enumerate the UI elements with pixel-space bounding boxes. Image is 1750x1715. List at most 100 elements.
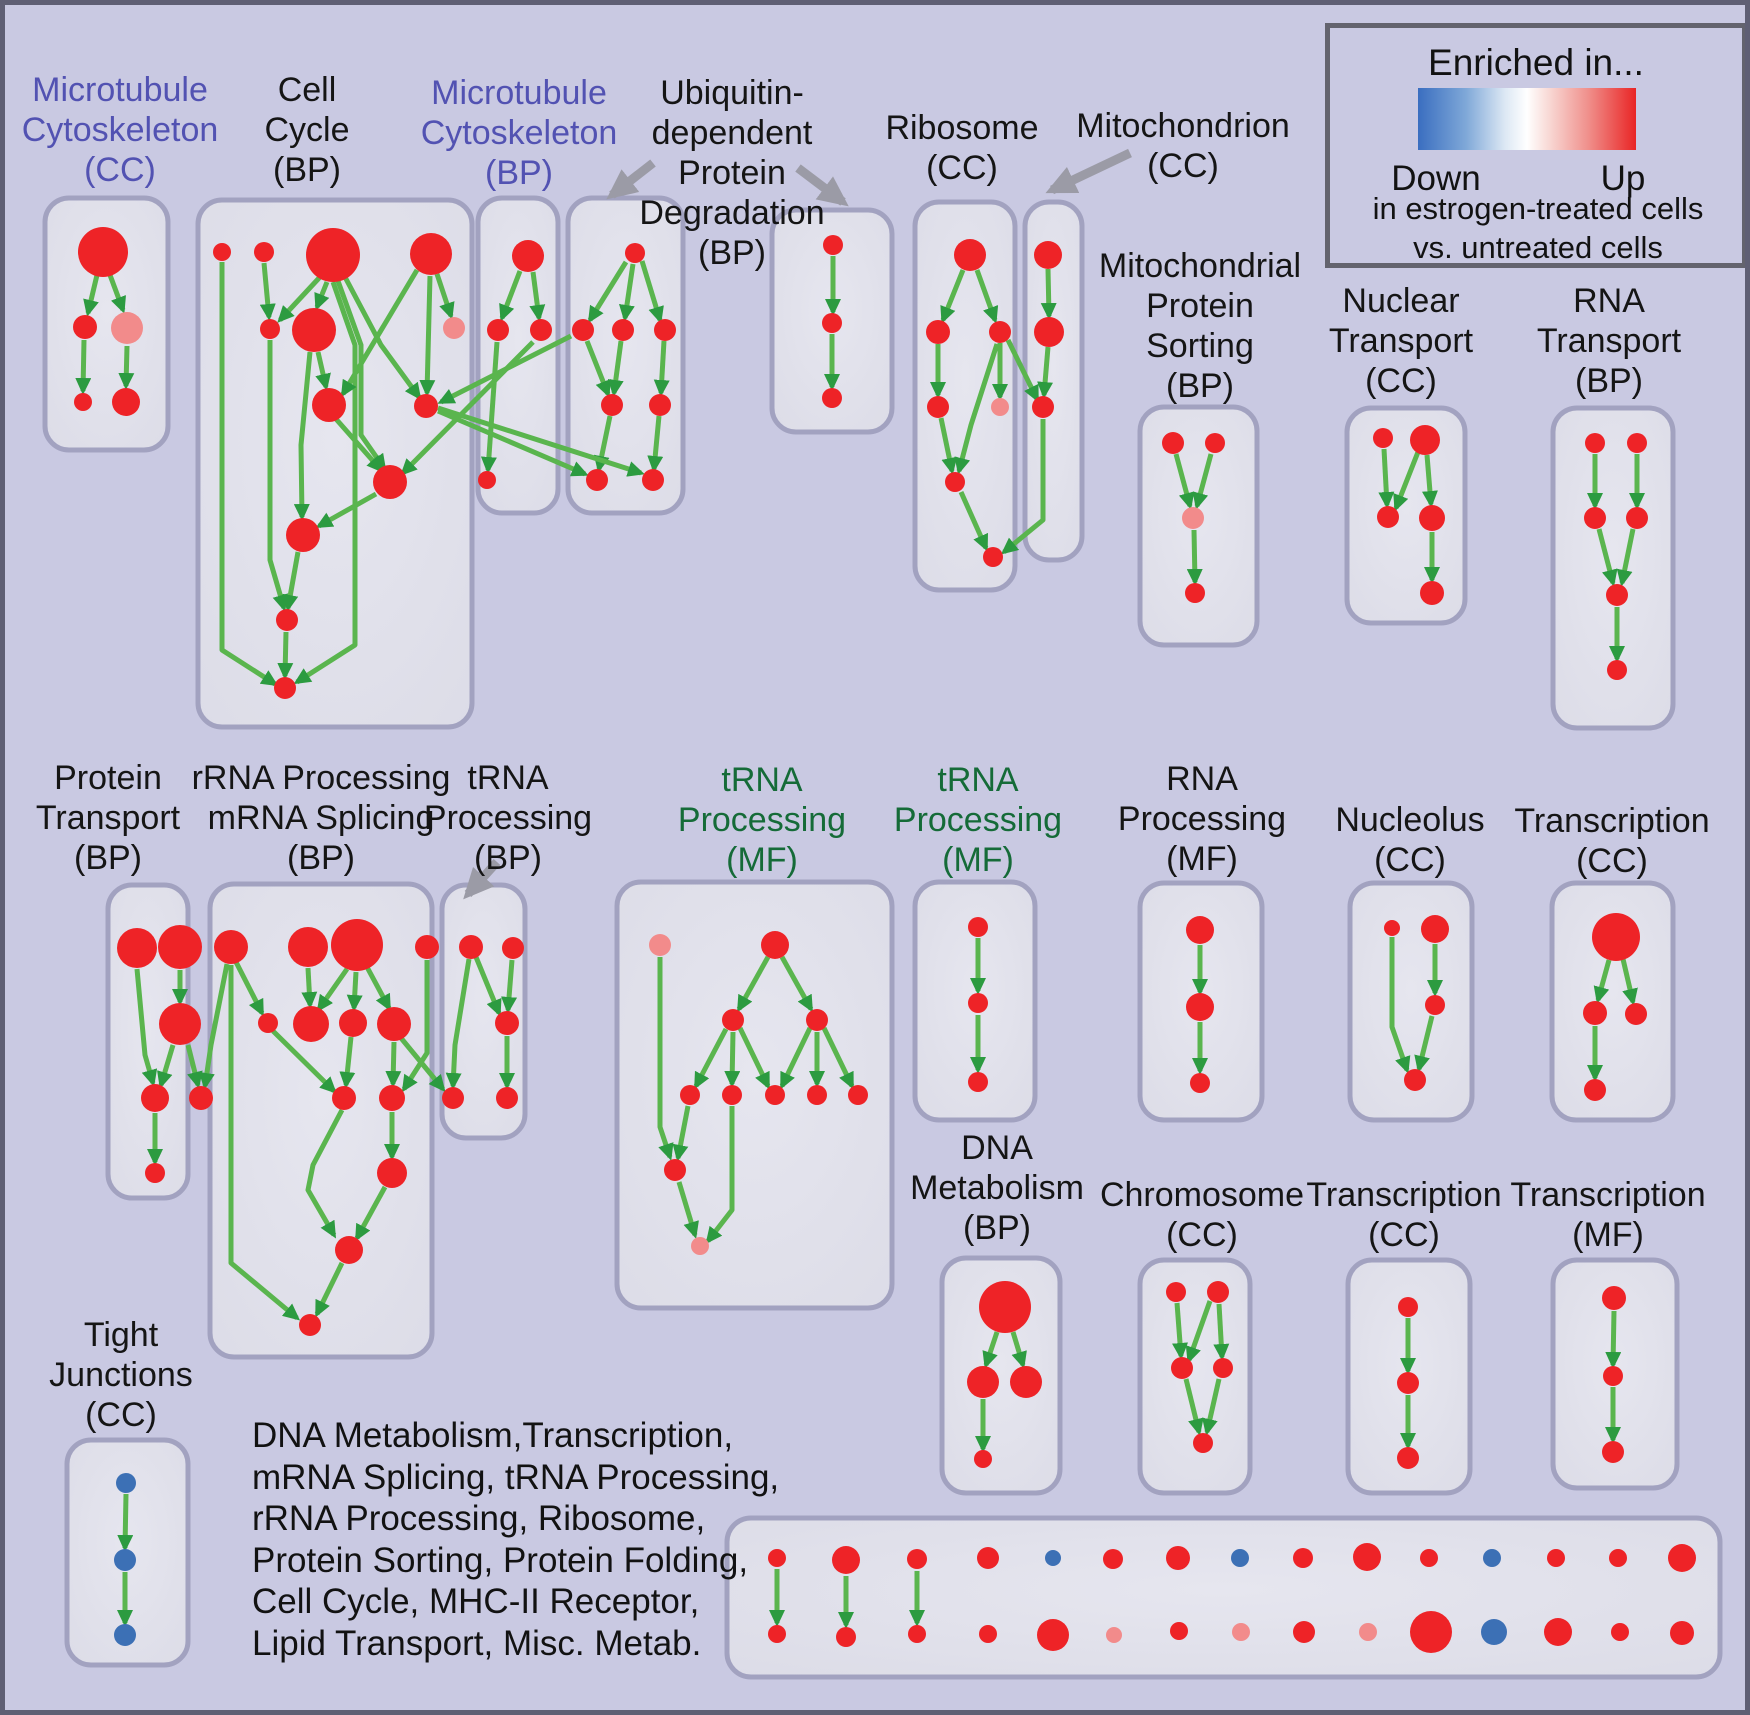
tight-junctions-cc-node-2 — [114, 1624, 136, 1646]
microtubule-cytoskeleton-cc-node-1 — [73, 315, 97, 339]
trna-processing-mf-large-node-7 — [807, 1085, 827, 1105]
nucleolus-cc-node-0 — [1384, 920, 1400, 936]
trna-processing-mf-large-edge-7 — [821, 1026, 855, 1090]
ribosome-cc-node-1 — [926, 320, 950, 344]
protein-transport-bp-edge-3 — [185, 1044, 203, 1089]
label-pointer-arrow-0 — [606, 159, 656, 200]
nucleolus-cc-node-3 — [1404, 1069, 1426, 1091]
trna-processing-mf-large-node-1 — [761, 931, 789, 959]
rrna-processing-mrna-splicing-bp-node-5 — [293, 1006, 329, 1042]
tight-junctions-cc-node-0 — [116, 1473, 136, 1493]
mitochondrial-protein-sorting-bp-node-3 — [1185, 583, 1205, 603]
dna-metabolism-bp-node-0 — [979, 1281, 1031, 1333]
mitochondrion-cc-box — [1022, 199, 1085, 563]
nuclear-transport-cc-box — [1344, 405, 1468, 626]
dna-metabolism-bp-node-1 — [967, 1366, 999, 1398]
nuclear-transport-cc-node-3 — [1419, 505, 1445, 531]
ubiquitin-degradation-bp-1-node-3 — [654, 319, 676, 341]
ubiquitin-degradation-bp-2-node-2 — [822, 388, 842, 408]
dna-metabolism-bp-box — [939, 1255, 1063, 1496]
mixed-panel-node-21 — [1170, 1622, 1188, 1640]
cell-cycle-bp-edge-14 — [267, 340, 289, 612]
trna-processing-mf-large-node-8 — [848, 1085, 868, 1105]
trna-processing-mf-small-label: tRNA Processing (MF) — [894, 761, 1062, 879]
ribosome-cc-node-2 — [989, 321, 1011, 343]
mixed-panel-node-7 — [1231, 1549, 1249, 1567]
legend-gradient-bar — [1418, 88, 1636, 150]
cell-cycle-bp-edge-0 — [259, 262, 276, 321]
mixed-panel-node-8 — [1293, 1548, 1313, 1568]
mixed-panel-node-26 — [1481, 1619, 1507, 1645]
chromosome-cc-node-1 — [1207, 1281, 1229, 1303]
ribosome-cc-edge-1 — [974, 269, 999, 324]
ribosome-cc-edge-0 — [940, 269, 966, 324]
mixed-panel-node-22 — [1232, 1623, 1250, 1641]
trna-processing-mf-large-node-9 — [664, 1159, 686, 1181]
nucleolus-cc-node-2 — [1425, 995, 1445, 1015]
nucleolus-cc-edge-2 — [1414, 1015, 1435, 1073]
mixed-panel-node-29 — [1670, 1621, 1694, 1645]
ubiquitin-degradation-bp-1-node-4 — [601, 394, 623, 416]
mixed-panel-node-1 — [832, 1546, 860, 1574]
ribosome-cc-node-6 — [983, 547, 1003, 567]
ubiquitin-degradation-bp-1-edge-7 — [647, 415, 664, 473]
rna-transport-bp-label: RNA Transport (BP) — [1537, 282, 1682, 400]
cell-cycle-bp-edge-6 — [219, 262, 279, 687]
mitochondrial-protein-sorting-bp-edge-0 — [1173, 453, 1195, 510]
ubiquitin-degradation-bp-1-edge-5 — [653, 340, 670, 397]
chromosome-cc-edge-4 — [1202, 1378, 1222, 1436]
dna-metabolism-bp-edge-1 — [1010, 1331, 1027, 1369]
cell-cycle-bp-node-2 — [306, 228, 360, 282]
cell-cycle-bp-node-11 — [276, 609, 298, 631]
legend-down-label: Down — [1391, 159, 1481, 198]
transcription-cc-bottom-node-1 — [1397, 1372, 1419, 1394]
transcription-cc-bottom-label: Transcription (CC) — [1306, 1176, 1501, 1254]
nuclear-transport-cc-node-2 — [1377, 506, 1399, 528]
cell-cycle-bp-label: Cell Cycle (BP) — [264, 71, 349, 189]
mixed-panel-node-2 — [907, 1549, 927, 1569]
dna-metabolism-bp-label: DNA Metabolism (BP) — [910, 1129, 1084, 1247]
trna-processing-mf-large-edge-2 — [693, 1027, 729, 1090]
ubiquitin-degradation-bp-1-edge-4 — [607, 340, 624, 397]
ubiquitin-degradation-bp-2-node-0 — [823, 235, 843, 255]
trna-processing-bp-label: tRNA Processing (BP) — [424, 759, 592, 877]
cell-cycle-bp-edge-13 — [315, 491, 378, 529]
rna-transport-bp-node-1 — [1627, 433, 1647, 453]
mixed-panel-node-9 — [1353, 1543, 1381, 1571]
chromosome-cc-node-4 — [1193, 1433, 1213, 1453]
nuclear-transport-cc-edge-0 — [1378, 448, 1395, 509]
mixed-panel-node-13 — [1609, 1549, 1627, 1567]
protein-transport-bp-node-5 — [145, 1163, 165, 1183]
ribosome-cc-node-0 — [954, 239, 986, 271]
rrna-processing-mrna-splicing-bp-node-7 — [377, 1007, 411, 1041]
mixed-panel-node-11 — [1483, 1549, 1501, 1567]
rrna-processing-mrna-splicing-bp-edge-4 — [364, 965, 392, 1012]
mitochondrion-cc-edge-0 — [1040, 268, 1057, 320]
trna-processing-bp-node-0 — [459, 935, 483, 959]
rrna-processing-mrna-splicing-bp-edge-12 — [314, 1261, 345, 1318]
ribosome-cc-edge-4 — [938, 417, 958, 475]
mixed-panel-node-4 — [1045, 1550, 1061, 1566]
transcription-cc-mid-node-3 — [1584, 1079, 1606, 1101]
rrna-processing-mrna-splicing-bp-edge-2 — [316, 967, 350, 1013]
rna-processing-mf-node-0 — [1186, 916, 1214, 944]
trna-processing-mf-large-edge-11 — [705, 1106, 735, 1245]
rrna-processing-mrna-splicing-bp-edge-1 — [301, 967, 318, 1009]
protein-transport-bp-node-2 — [159, 1003, 201, 1045]
cell-cycle-bp-edge-7 — [434, 273, 455, 320]
mitochondrial-protein-sorting-bp-node-0 — [1162, 432, 1184, 454]
transcription-mf-node-1 — [1603, 1366, 1623, 1386]
rna-transport-bp-node-5 — [1607, 660, 1627, 680]
rna-transport-bp-edge-3 — [1616, 528, 1636, 587]
nuclear-transport-cc-edge-1 — [1393, 451, 1421, 512]
protein-transport-bp-node-0 — [117, 928, 157, 968]
caption-line: Lipid Transport, Misc. Metab. — [252, 1623, 702, 1663]
cell-cycle-bp-node-9 — [373, 465, 407, 499]
microtubule-cytoskeleton-bp-node-1 — [487, 319, 509, 341]
transcription-mf-node-2 — [1602, 1441, 1624, 1463]
caption-line: rRNA Processing, Ribosome, — [252, 1499, 706, 1539]
rna-processing-mf-label: RNA Processing (MF) — [1118, 760, 1286, 878]
cell-cycle-bp-node-10 — [286, 518, 320, 552]
chromosome-cc-edge-2 — [1213, 1303, 1230, 1361]
mixed-panel-node-15 — [768, 1625, 786, 1643]
